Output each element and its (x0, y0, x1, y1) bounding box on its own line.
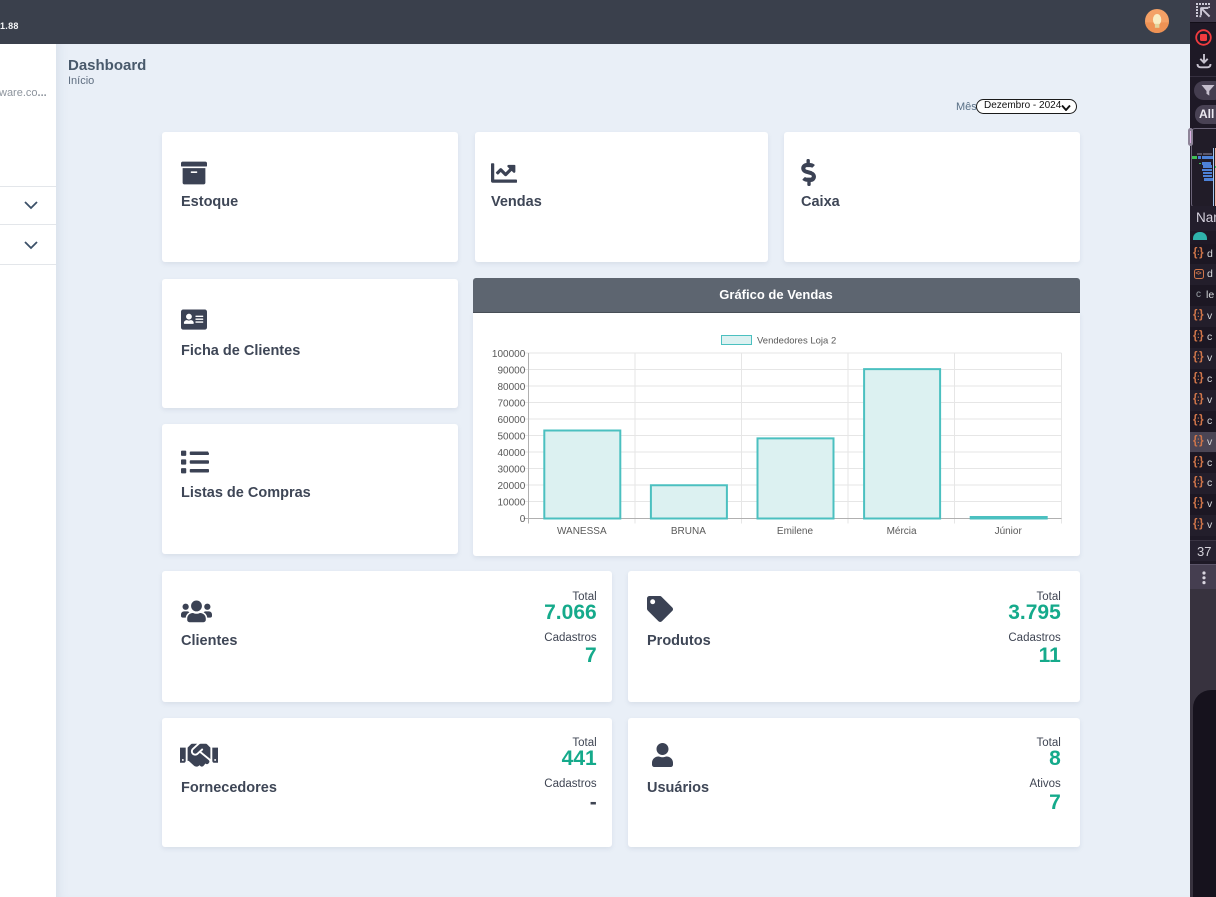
svg-text:20000: 20000 (497, 481, 525, 492)
svg-text:80000: 80000 (497, 382, 525, 393)
svg-text:0: 0 (519, 514, 525, 525)
svg-text:Emilene: Emilene (776, 526, 813, 537)
svg-text:WANESSA: WANESSA (556, 526, 606, 537)
svg-text:Júnior: Júnior (994, 526, 1022, 537)
svg-text:70000: 70000 (497, 399, 525, 410)
svg-text:90000: 90000 (497, 366, 525, 377)
svg-text:40000: 40000 (497, 448, 525, 459)
svg-text:100000: 100000 (491, 349, 525, 360)
svg-text:BRUNA: BRUNA (670, 526, 705, 537)
svg-text:10000: 10000 (497, 498, 525, 509)
svg-text:Vendedores Loja 2: Vendedores Loja 2 (757, 336, 836, 347)
svg-text:60000: 60000 (497, 415, 525, 426)
svg-text:30000: 30000 (497, 465, 525, 476)
svg-text:Mércia: Mércia (886, 526, 916, 537)
svg-text:50000: 50000 (497, 432, 525, 443)
